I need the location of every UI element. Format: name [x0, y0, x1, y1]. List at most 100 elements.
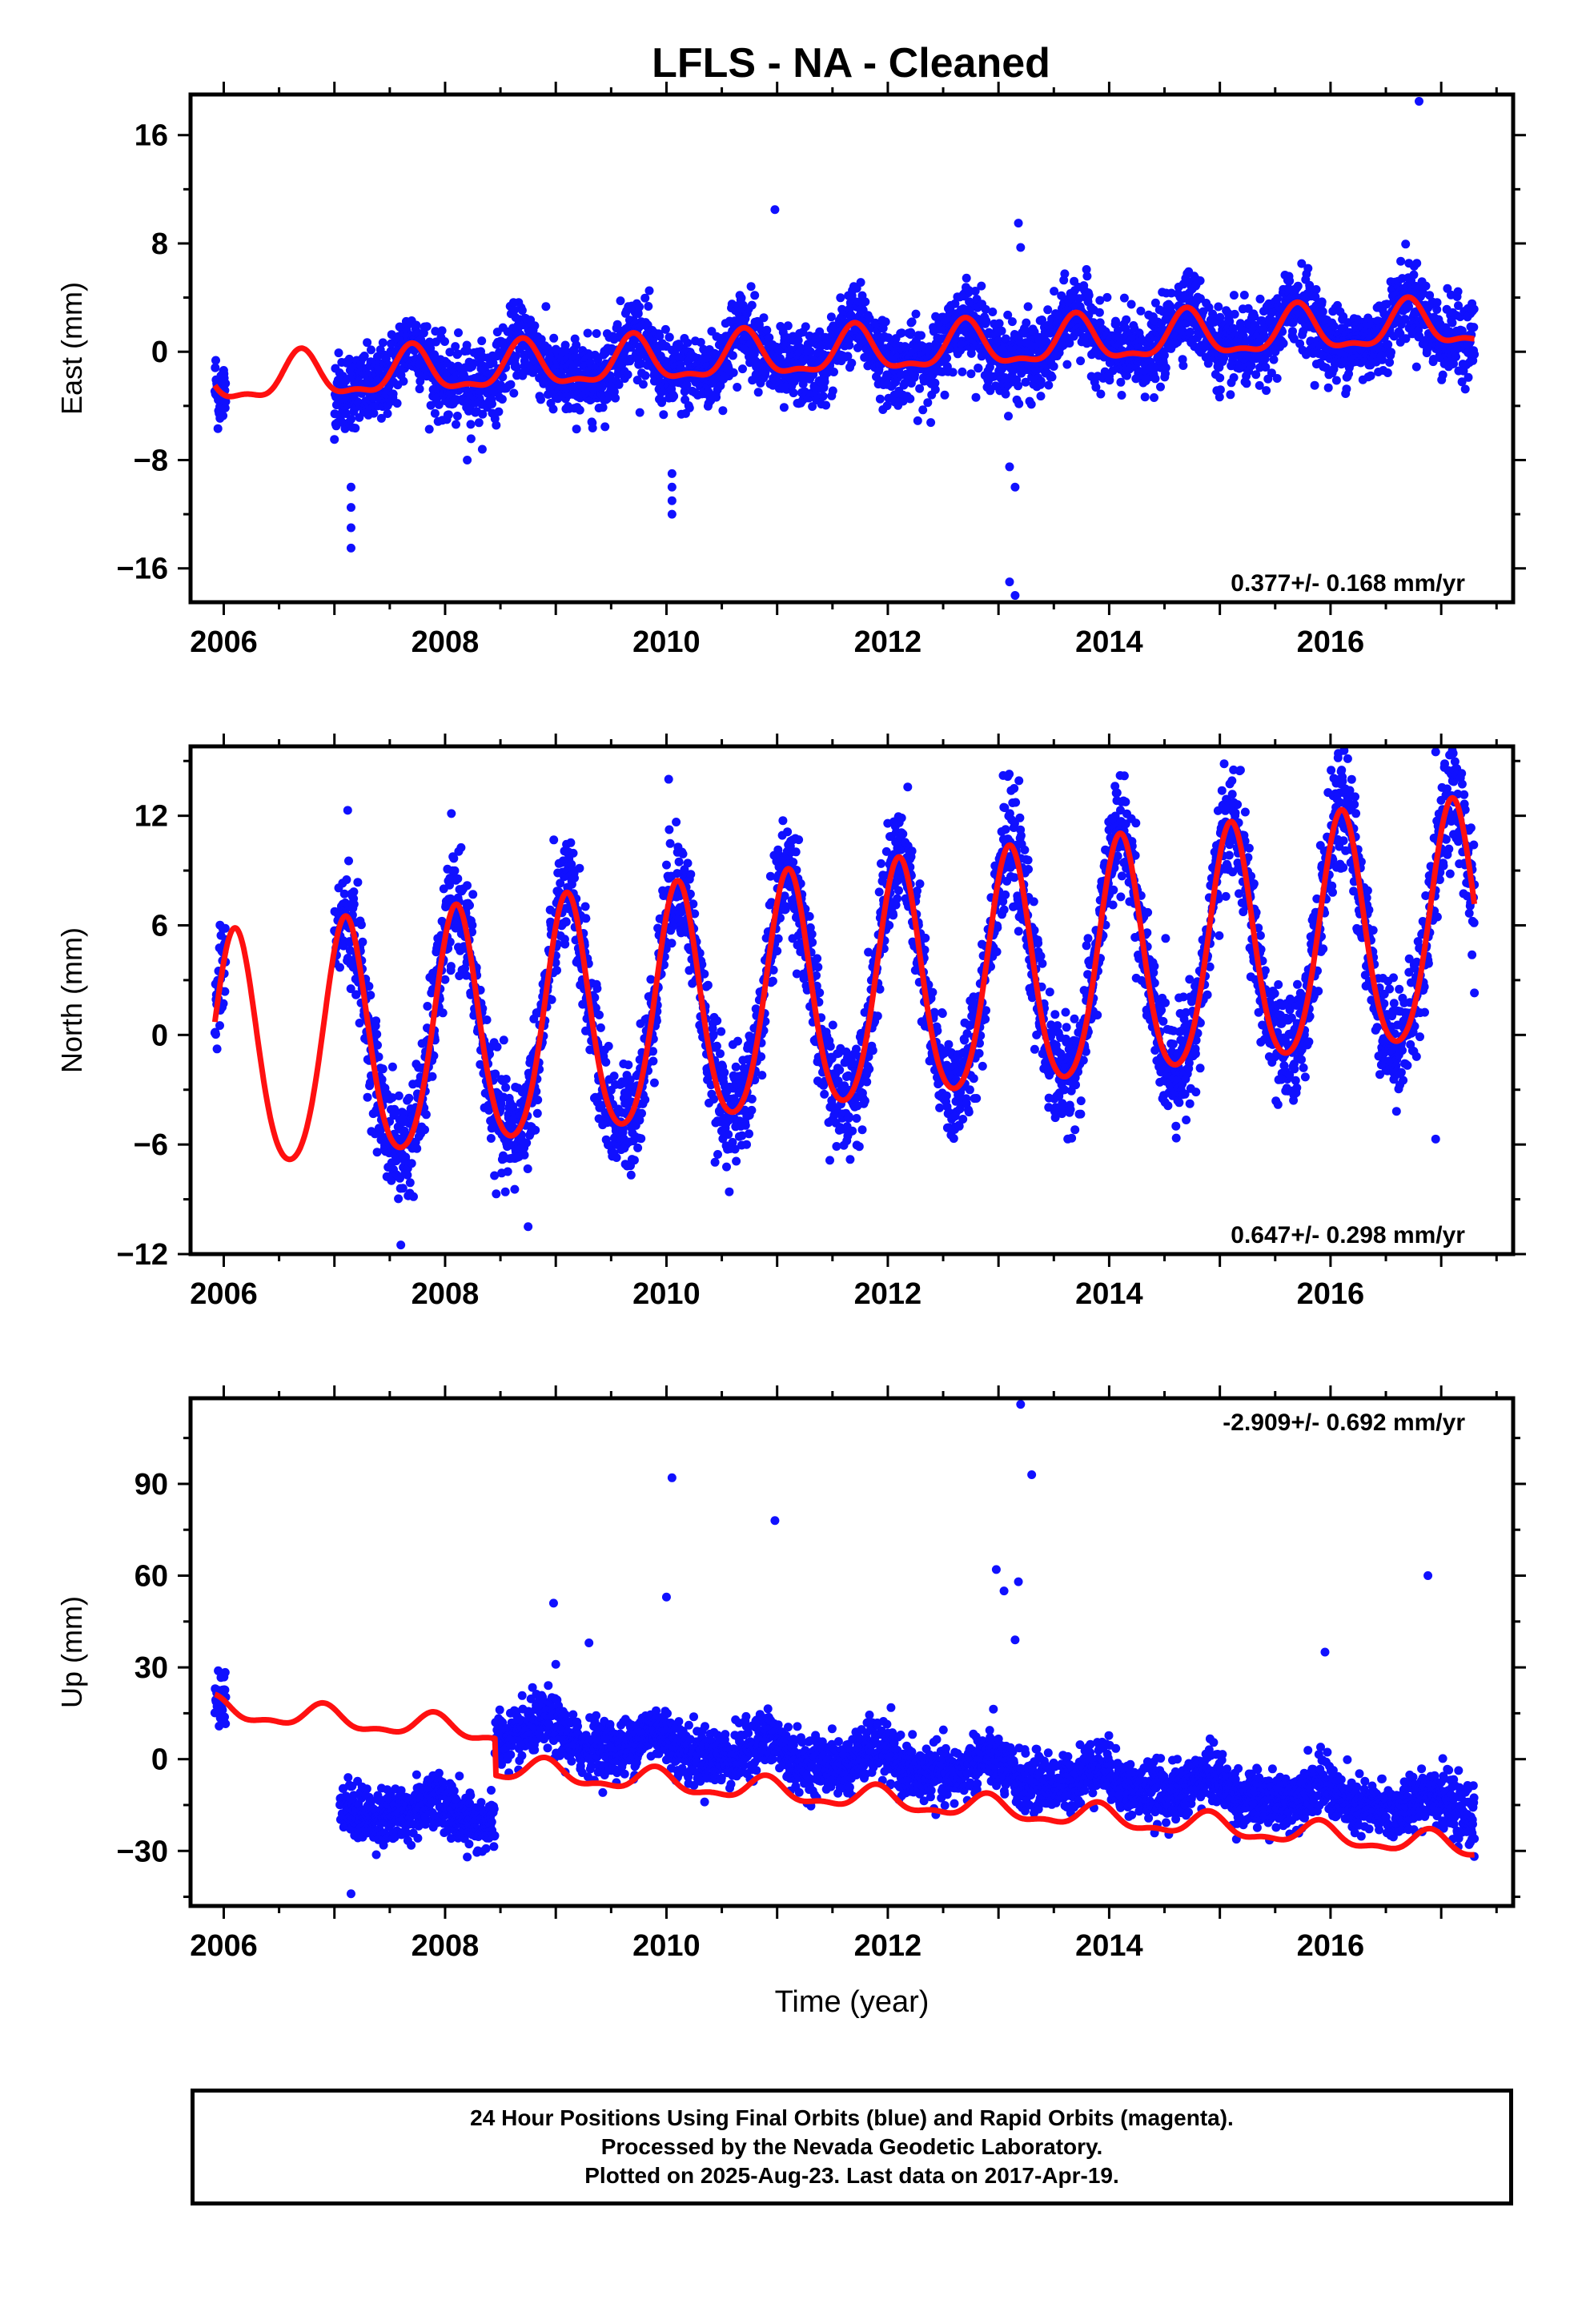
data-point [345, 946, 355, 955]
data-point [640, 293, 650, 303]
data-point [446, 962, 456, 971]
data-point [1150, 374, 1160, 384]
data-point [1076, 356, 1086, 366]
data-point [212, 1044, 222, 1054]
data-point [633, 309, 643, 319]
data-point [646, 975, 656, 984]
data-point [1261, 363, 1271, 372]
data-point [1195, 276, 1205, 285]
data-point [881, 317, 890, 327]
data-point [1126, 300, 1136, 309]
data-point [213, 424, 223, 433]
data-point [1095, 296, 1105, 305]
data-point [911, 309, 921, 319]
data-point [1454, 301, 1463, 311]
data-point [221, 379, 231, 388]
data-point [492, 1042, 502, 1051]
data-point [815, 327, 825, 336]
data-point [1003, 310, 1013, 320]
data-point [1318, 307, 1327, 316]
data-point [560, 340, 570, 350]
data-point [363, 338, 372, 348]
data-point [445, 880, 454, 890]
data-point [907, 317, 917, 327]
outlier-point [1016, 243, 1026, 252]
data-point [1469, 304, 1479, 314]
data-point [500, 1187, 510, 1196]
data-point [1023, 302, 1033, 312]
data-point [547, 995, 556, 1004]
data-point [575, 863, 584, 873]
data-point [728, 351, 737, 360]
data-point [364, 982, 374, 991]
data-point [1156, 382, 1165, 392]
data-point [523, 1164, 532, 1173]
data-point [424, 424, 434, 434]
data-point [388, 389, 398, 399]
data-point [749, 349, 759, 359]
data-point [1425, 291, 1435, 300]
data-point [501, 1083, 511, 1092]
data-point [958, 367, 967, 376]
data-point [696, 338, 705, 347]
outlier-point [346, 482, 355, 492]
data-point [342, 875, 351, 884]
data-point [598, 403, 608, 412]
data-point [1366, 371, 1375, 380]
data-point [1031, 366, 1041, 376]
data-point [575, 405, 584, 415]
data-point [716, 381, 725, 391]
data-point [661, 324, 670, 334]
data-point [549, 333, 559, 343]
outlier-point [346, 543, 355, 553]
data-point [1293, 281, 1303, 291]
data-point [1342, 384, 1351, 394]
data-point [759, 313, 769, 323]
data-point [211, 363, 220, 372]
data-point [366, 991, 375, 1000]
data-point [1449, 359, 1458, 368]
data-point [330, 435, 339, 444]
data-point [1215, 385, 1225, 395]
data-point [1457, 377, 1467, 387]
data-point [1452, 352, 1460, 361]
data-point [640, 371, 650, 380]
data-point [1251, 370, 1261, 380]
data-point [335, 963, 344, 972]
data-point [966, 369, 976, 379]
data-point [592, 983, 602, 993]
data-point [1396, 256, 1406, 266]
data-point [1150, 393, 1158, 402]
data-point [339, 889, 349, 899]
data-point [718, 406, 728, 416]
data-point [1460, 384, 1470, 394]
data-point [753, 388, 763, 397]
data-point [392, 399, 402, 408]
data-point [629, 1156, 639, 1165]
data-point [808, 402, 817, 412]
data-point [572, 424, 581, 434]
data-point [510, 1184, 520, 1194]
data-point [1105, 376, 1114, 385]
data-point [415, 384, 424, 394]
data-point [1262, 386, 1271, 396]
data-point [644, 302, 653, 311]
data-point [596, 1023, 605, 1032]
data-point [344, 856, 353, 866]
data-point [1022, 318, 1031, 328]
data-point [685, 403, 694, 412]
data-point [765, 333, 774, 343]
data-point [532, 1108, 542, 1118]
data-point [522, 1138, 532, 1148]
data-point [444, 410, 453, 420]
data-point [463, 346, 472, 356]
data-point [412, 320, 421, 330]
data-point [351, 424, 360, 433]
data-point [669, 392, 679, 401]
model-curve-east [212, 294, 1476, 400]
data-point [942, 353, 952, 363]
data-point [219, 411, 228, 420]
data-point [1082, 271, 1092, 281]
data-point [1289, 334, 1299, 344]
data-point [948, 368, 958, 377]
